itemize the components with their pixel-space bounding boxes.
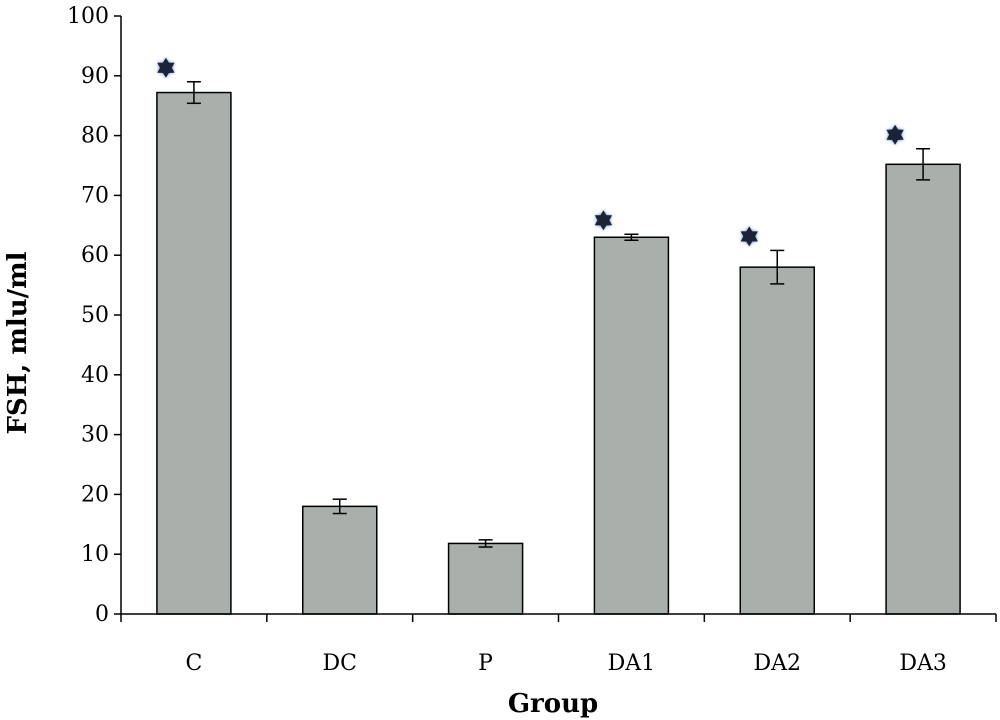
bar-C xyxy=(156,91,232,615)
bar-DA2 xyxy=(739,266,815,615)
y-tick-label-40: 40 xyxy=(81,363,109,388)
x-axis-tick-labels: C DC P DA1 DA2 DA3 xyxy=(185,651,946,676)
bars-group xyxy=(156,91,961,615)
y-tick-label-20: 20 xyxy=(81,482,109,507)
x-tick-label-P: P xyxy=(478,651,493,676)
significance-star-icon-DA1 xyxy=(594,210,613,231)
y-tick-label-90: 90 xyxy=(81,64,109,89)
error-bar-C xyxy=(186,81,201,105)
x-tick-label-C: C xyxy=(185,651,202,676)
y-tick-label-70: 70 xyxy=(81,183,109,208)
y-tick-label-80: 80 xyxy=(81,124,109,149)
x-tick-label-DC: DC xyxy=(323,651,357,676)
error-bar-DC xyxy=(332,498,347,515)
x-tick-label-DA3: DA3 xyxy=(899,651,947,676)
y-tick-label-50: 50 xyxy=(81,303,109,328)
y-tick-label-100: 100 xyxy=(67,4,109,29)
y-tick-label-0: 0 xyxy=(95,602,109,627)
error-bars-group xyxy=(186,81,931,548)
y-tick-label-10: 10 xyxy=(81,542,109,567)
error-bar-DA1 xyxy=(624,233,639,241)
x-axis-ticks xyxy=(120,614,997,622)
error-bar-DA3 xyxy=(916,148,931,181)
bar-DC xyxy=(302,505,378,615)
bar-DA3 xyxy=(885,163,961,615)
x-axis-title: Group xyxy=(508,689,598,719)
significance-star-icon-C xyxy=(157,57,175,78)
significance-star-icon-DA3 xyxy=(886,124,904,145)
x-tick-label-DA1: DA1 xyxy=(608,651,656,676)
error-bar-P xyxy=(478,539,493,548)
y-tick-label-30: 30 xyxy=(81,423,109,448)
significance-star-icon-DA2 xyxy=(740,226,758,247)
significance-markers xyxy=(157,57,904,247)
error-bar-DA2 xyxy=(770,249,785,285)
y-axis-title: FSH, mlu/ml xyxy=(3,251,33,434)
bar-P xyxy=(447,542,524,615)
bar-DA1 xyxy=(593,236,670,615)
y-tick-label-60: 60 xyxy=(81,243,109,268)
x-tick-label-DA2: DA2 xyxy=(753,651,801,676)
y-axis-ticks: 0 10 20 30 40 50 60 70 80 90 100 xyxy=(67,4,121,627)
